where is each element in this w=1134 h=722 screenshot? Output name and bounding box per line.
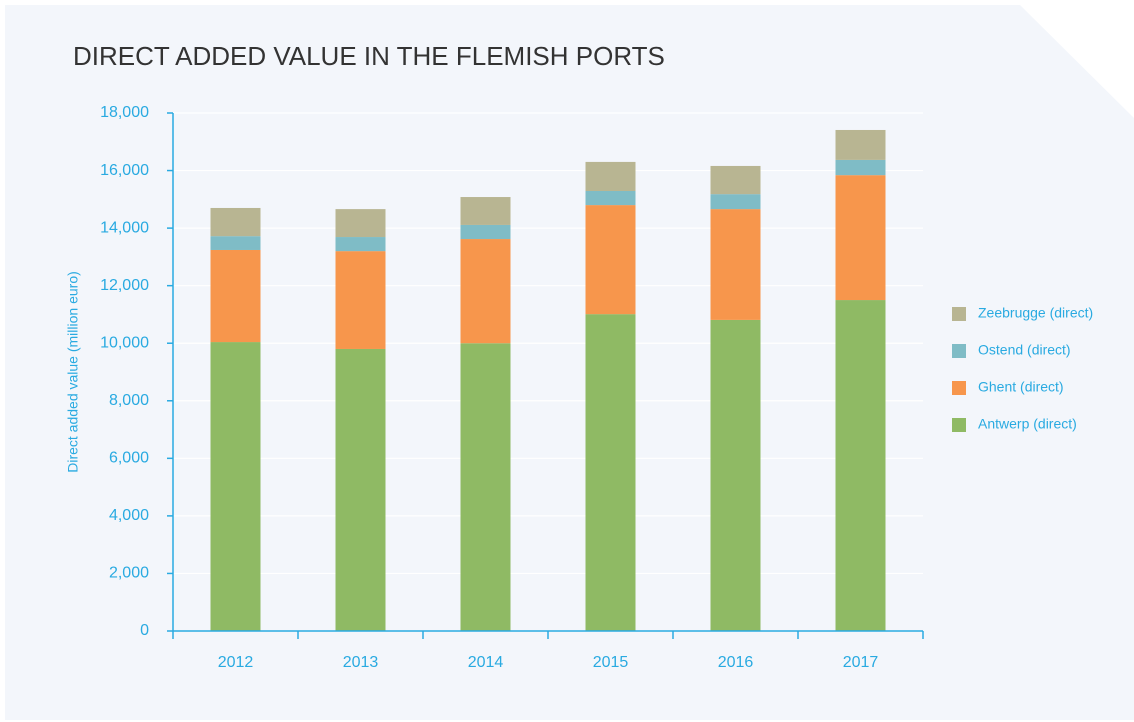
legend-label: Antwerp (direct) xyxy=(978,416,1077,432)
bar-segment xyxy=(210,207,261,237)
bar-segment xyxy=(710,209,761,320)
bar-segment xyxy=(710,165,761,195)
y-axis-label: Direct added value (million euro) xyxy=(65,271,81,473)
legend-swatch xyxy=(952,344,966,358)
y-tick-label: 0 xyxy=(140,622,149,639)
bar-segment xyxy=(335,237,386,252)
bar-segment xyxy=(335,348,386,631)
legend-swatch xyxy=(952,307,966,321)
legend-label: Ghent (direct) xyxy=(978,379,1064,395)
bar-segment xyxy=(460,224,511,240)
bar-segment xyxy=(585,161,636,191)
legend-label: Ostend (direct) xyxy=(978,342,1071,358)
bar-segment xyxy=(710,194,761,210)
bar-segment xyxy=(835,300,886,631)
x-tick-label: 2014 xyxy=(468,654,504,671)
bar-segment xyxy=(585,314,636,631)
x-tick-label: 2013 xyxy=(343,654,379,671)
bar-segment xyxy=(460,343,511,631)
bar-segment xyxy=(585,205,636,315)
bar-segment xyxy=(585,190,636,206)
y-tick-label: 8,000 xyxy=(109,392,149,409)
y-tick-label: 16,000 xyxy=(100,162,149,179)
bar-segment xyxy=(335,251,386,349)
bar-segment xyxy=(835,129,886,160)
y-tick-label: 6,000 xyxy=(109,450,149,467)
x-tick-label: 2015 xyxy=(593,654,629,671)
y-tick-label: 10,000 xyxy=(100,334,149,351)
y-tick-label: 18,000 xyxy=(100,104,149,121)
card xyxy=(5,5,1134,720)
x-tick-label: 2012 xyxy=(218,654,254,671)
bar-segment xyxy=(835,159,886,176)
bar-segment xyxy=(460,239,511,344)
bar-segment xyxy=(210,249,261,343)
legend-swatch xyxy=(952,381,966,395)
x-tick-label: 2016 xyxy=(718,654,754,671)
y-tick-label: 14,000 xyxy=(100,219,149,236)
bar-segment xyxy=(335,209,386,238)
y-tick-label: 2,000 xyxy=(109,565,149,582)
legend-swatch xyxy=(952,418,966,432)
x-tick-label: 2017 xyxy=(843,654,879,671)
bar-segment xyxy=(210,342,261,631)
bar-segment xyxy=(460,197,511,225)
y-tick-label: 4,000 xyxy=(109,507,149,524)
chart-title: DIRECT ADDED VALUE IN THE FLEMISH PORTS xyxy=(73,41,665,71)
bar-segment xyxy=(210,236,261,250)
y-tick-label: 12,000 xyxy=(100,277,149,294)
bar-segment xyxy=(835,175,886,301)
bar-segment xyxy=(710,319,761,631)
legend-label: Zeebrugge (direct) xyxy=(978,305,1093,321)
